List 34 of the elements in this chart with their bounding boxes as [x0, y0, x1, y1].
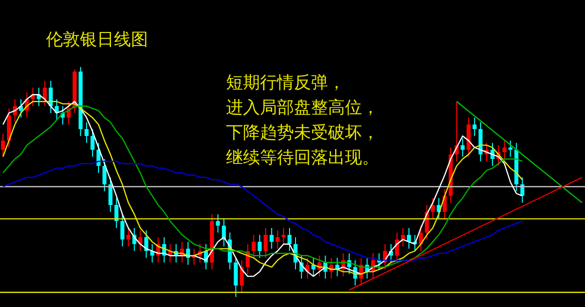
candlestick	[234, 257, 238, 297]
candlestick	[186, 241, 190, 266]
annotation: 下降趋势未受破坏，	[226, 122, 379, 145]
candlestick	[108, 176, 112, 212]
candlestick	[48, 80, 53, 114]
candlestick	[216, 214, 220, 234]
candlestick	[430, 198, 435, 220]
annotation: 进入局部盘整高位，	[226, 97, 379, 120]
candlestick	[222, 218, 226, 247]
annotation: 短期行情反弹，	[226, 72, 346, 95]
candlestick	[258, 234, 262, 258]
candlestick	[264, 228, 268, 258]
candlestick	[120, 214, 124, 247]
candlestick	[288, 228, 292, 252]
annotation: 继续等待回落出现。	[226, 147, 379, 170]
candlestick	[502, 140, 506, 160]
candlestick	[406, 228, 411, 250]
candlestick	[90, 128, 95, 158]
candlestick	[144, 230, 148, 258]
candlestick	[270, 228, 274, 250]
candlestick	[276, 230, 280, 250]
candlestick	[84, 122, 89, 144]
candlestick	[42, 80, 47, 107]
candlestick	[508, 140, 512, 158]
candlestick	[240, 260, 244, 293]
candlestick	[1, 133, 5, 158]
candlestick	[400, 228, 405, 247]
chart-title: 伦敦银日线图	[46, 29, 148, 51]
candlestick	[252, 234, 256, 258]
candlestick	[460, 138, 465, 158]
candlestick	[126, 228, 130, 247]
candlestick	[102, 158, 106, 192]
candlestick	[472, 117, 477, 136]
candlestick	[114, 198, 118, 228]
